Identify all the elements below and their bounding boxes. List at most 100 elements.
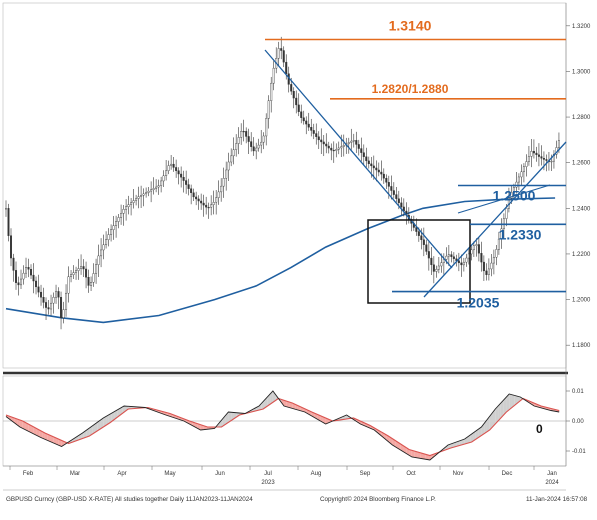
oscillator-fill bbox=[456, 441, 460, 447]
footer-copyright: Copyright© 2024 Bloomberg Finance L.P. bbox=[320, 495, 436, 503]
price-bar bbox=[207, 202, 210, 219]
price-bar-body bbox=[427, 251, 430, 259]
price-bar bbox=[485, 263, 488, 281]
price-bar bbox=[347, 137, 350, 154]
oscillator-fill bbox=[56, 437, 59, 446]
price-bar-body bbox=[337, 147, 340, 150]
price-bar bbox=[35, 276, 38, 295]
oscillator-fill bbox=[459, 440, 462, 446]
price-bar-body bbox=[157, 185, 160, 188]
price-bar bbox=[67, 266, 70, 303]
oscillator-fill bbox=[106, 414, 109, 426]
price-bar bbox=[197, 195, 200, 210]
price-bar-body bbox=[55, 291, 58, 298]
oscillator-fill bbox=[450, 443, 454, 448]
price-bar-body bbox=[185, 180, 188, 185]
price-bar bbox=[100, 238, 103, 268]
price-bar-body bbox=[17, 282, 20, 286]
x-tick-label: Nov bbox=[453, 471, 464, 477]
price-bar-body bbox=[382, 173, 385, 179]
oscillator-fill bbox=[58, 439, 62, 447]
price-bar bbox=[365, 147, 368, 168]
oscillator-fill bbox=[453, 442, 457, 448]
price-bar-body bbox=[165, 170, 168, 177]
x-tick-label: Jun bbox=[215, 471, 225, 477]
price-bar-body bbox=[220, 185, 223, 193]
price-bar bbox=[495, 244, 498, 266]
price-bar-body bbox=[330, 147, 333, 151]
price-bar bbox=[235, 134, 238, 157]
price-bar-body bbox=[312, 130, 315, 134]
price-bar-body bbox=[45, 302, 48, 308]
price-bar-body bbox=[112, 225, 115, 230]
price-bar bbox=[552, 150, 555, 169]
price-bar-body bbox=[215, 197, 218, 203]
price-bar-body bbox=[305, 120, 308, 125]
price-bar bbox=[225, 161, 228, 191]
oscillator-fill bbox=[50, 435, 54, 443]
moving-average-line bbox=[5, 197, 556, 324]
price-bar bbox=[162, 170, 165, 188]
price-bar-body bbox=[357, 144, 360, 149]
y-tick-label: 1.2200 bbox=[572, 252, 591, 258]
price-bar bbox=[482, 255, 485, 282]
price-bar-body bbox=[557, 140, 560, 148]
price-bar-body bbox=[92, 273, 95, 283]
price-bar-body bbox=[37, 286, 40, 293]
oscillator-fill bbox=[33, 427, 37, 436]
price-bar bbox=[355, 131, 358, 154]
price-bar-body bbox=[417, 231, 420, 236]
price-bar bbox=[520, 164, 523, 186]
price-bar bbox=[215, 190, 218, 215]
oscillator-fill bbox=[97, 420, 101, 431]
price-bar bbox=[30, 264, 33, 279]
price-bar-body bbox=[452, 256, 455, 259]
price-bar bbox=[157, 179, 160, 195]
oscillator-fill bbox=[423, 453, 426, 460]
oscillator-fill bbox=[86, 428, 90, 437]
price-bar bbox=[252, 137, 255, 156]
price-bar bbox=[452, 252, 455, 266]
price-bar bbox=[190, 184, 193, 205]
price-bar-body bbox=[485, 270, 488, 275]
oscillator-fill bbox=[267, 394, 271, 407]
price-bar-body bbox=[27, 267, 30, 270]
price-bar bbox=[375, 160, 378, 182]
price-bar bbox=[320, 128, 323, 155]
price-bar bbox=[462, 257, 465, 272]
price-bar bbox=[170, 155, 173, 170]
price-bar bbox=[257, 138, 260, 152]
price-bar bbox=[150, 181, 153, 203]
price-bar-body bbox=[270, 82, 273, 101]
price-bar bbox=[350, 128, 353, 152]
oscillator-fill bbox=[511, 394, 515, 408]
price-bar-body bbox=[250, 141, 253, 147]
price-bar bbox=[212, 190, 215, 215]
price-bar bbox=[410, 215, 413, 232]
price-bar bbox=[132, 188, 135, 209]
price-bar-body bbox=[495, 249, 498, 258]
price-bar-body bbox=[490, 262, 493, 270]
price-bar bbox=[435, 265, 438, 278]
price-bar bbox=[122, 204, 125, 226]
price-bar bbox=[477, 236, 480, 262]
y-tick-label: 1.2000 bbox=[572, 298, 591, 304]
price-bar bbox=[105, 231, 108, 249]
price-bar-body bbox=[355, 140, 358, 145]
price-bar bbox=[57, 287, 60, 310]
price-bar bbox=[497, 231, 500, 255]
price-bar bbox=[335, 143, 338, 158]
oscillator-fill bbox=[509, 394, 512, 410]
price-bar bbox=[277, 41, 280, 66]
price-bar-body bbox=[362, 152, 365, 157]
price-bar bbox=[65, 284, 68, 317]
price-bar-body bbox=[300, 111, 303, 118]
oscillator-fill bbox=[425, 454, 429, 460]
price-bar bbox=[120, 204, 123, 225]
oscillator-fill bbox=[270, 391, 273, 405]
oscillator-fill bbox=[44, 433, 48, 441]
oscillator-fill bbox=[28, 424, 32, 433]
oscillator-fill bbox=[322, 416, 326, 424]
price-bar bbox=[530, 139, 533, 168]
price-bar bbox=[337, 141, 340, 155]
